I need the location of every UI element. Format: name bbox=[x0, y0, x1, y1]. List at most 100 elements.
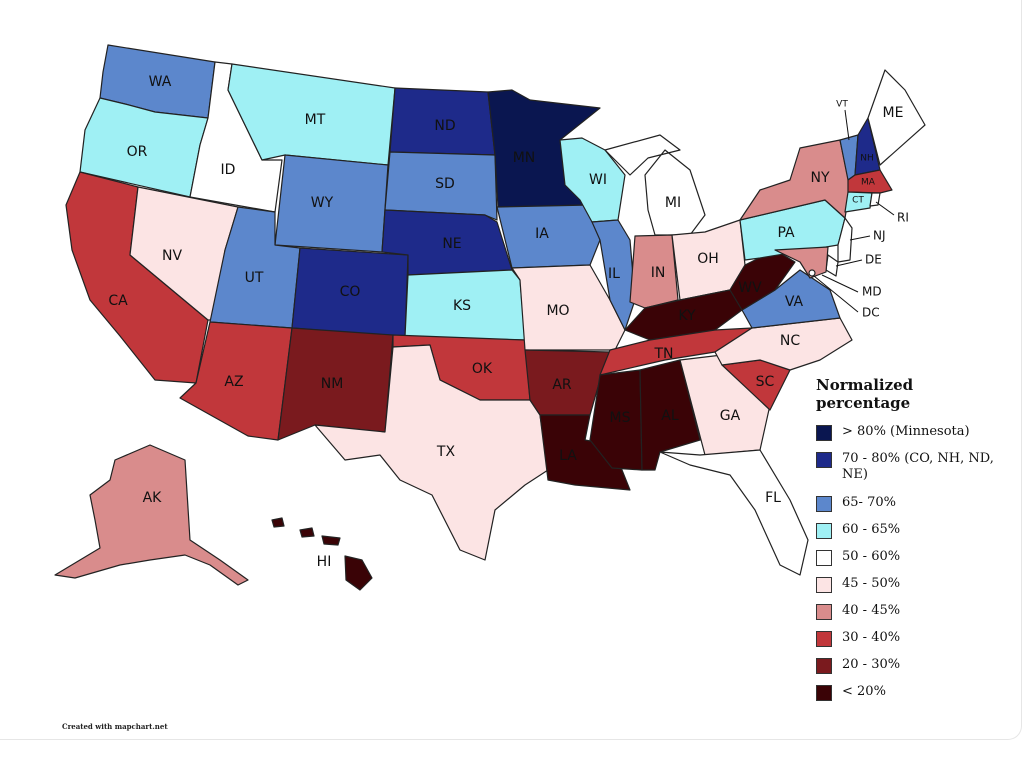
state-fl bbox=[659, 449, 809, 576]
legend-label: 45 - 50% bbox=[842, 576, 901, 591]
legend-swatch bbox=[816, 496, 832, 512]
state-label-ca: CA bbox=[108, 293, 128, 309]
state-label-sc: SC bbox=[756, 374, 775, 390]
state-wv bbox=[729, 249, 796, 311]
leader-dc bbox=[813, 275, 859, 313]
state-label-me: ME bbox=[883, 105, 904, 121]
legend-label: 70 - 80% (CO, NH, ND, NE) bbox=[842, 451, 994, 482]
legend-swatch bbox=[816, 685, 832, 701]
leader-nj bbox=[849, 235, 871, 241]
map-frame bbox=[0, 0, 1022, 740]
state-ak bbox=[54, 444, 249, 586]
state-label-in: IN bbox=[651, 265, 666, 281]
state-label-ms: MS bbox=[610, 410, 631, 426]
legend-label: 20 - 30% bbox=[842, 657, 901, 672]
legend-label: < 20% bbox=[842, 684, 886, 699]
state-label-nd: ND bbox=[434, 118, 455, 134]
legend-swatch bbox=[816, 523, 832, 539]
state-mi bbox=[604, 134, 706, 236]
state-label-co: CO bbox=[340, 284, 361, 300]
state-label-ut: UT bbox=[245, 270, 264, 286]
state-label-id: ID bbox=[221, 162, 236, 178]
state-label-or: OR bbox=[127, 144, 148, 160]
state-ga bbox=[679, 354, 771, 456]
state-label-nc: NC bbox=[780, 333, 800, 349]
legend-swatch bbox=[816, 452, 832, 468]
state-label-ia: IA bbox=[535, 226, 549, 242]
state-ct bbox=[844, 191, 873, 213]
state-label-nh: NH bbox=[860, 154, 874, 164]
state-label-wi: WI bbox=[589, 172, 607, 188]
credit-text: Created with mapchart.net bbox=[62, 722, 168, 731]
legend-label: 50 - 60% bbox=[842, 549, 901, 564]
state-label-ok: OK bbox=[472, 361, 493, 377]
state-label-al: AL bbox=[661, 408, 679, 424]
legend-swatch bbox=[816, 604, 832, 620]
state-label-hi: HI bbox=[317, 554, 332, 570]
state-label-wv: WV bbox=[738, 280, 762, 296]
leader-ri bbox=[875, 201, 895, 216]
state-label-fl: FL bbox=[765, 490, 781, 506]
state-label-nm: NM bbox=[321, 376, 344, 392]
state-label-sd: SD bbox=[435, 176, 455, 192]
state-sd bbox=[384, 151, 498, 221]
legend-item: 40 - 45% bbox=[816, 603, 1016, 630]
state-label-dc: DC bbox=[862, 306, 880, 320]
state-label-va: VA bbox=[785, 294, 804, 310]
legend-swatch bbox=[816, 658, 832, 674]
state-label-nj: NJ bbox=[873, 229, 886, 243]
legend-title: Normalized percentage bbox=[816, 376, 914, 412]
state-label-pa: PA bbox=[777, 225, 795, 241]
state-ms bbox=[589, 369, 643, 471]
state-md bbox=[774, 246, 829, 279]
state-label-ks: KS bbox=[453, 298, 471, 314]
state-label-mi: MI bbox=[665, 195, 681, 211]
state-label-il: IL bbox=[608, 266, 620, 282]
state-tx bbox=[314, 344, 549, 561]
state-label-ma: MA bbox=[861, 178, 876, 188]
legend-item: < 20% bbox=[816, 684, 1016, 711]
state-label-ri: RI bbox=[897, 211, 909, 225]
state-label-md: MD bbox=[862, 285, 882, 299]
state-nj bbox=[837, 217, 853, 263]
leader-md bbox=[821, 274, 859, 293]
state-label-az: AZ bbox=[224, 374, 243, 390]
state-label-mt: MT bbox=[305, 112, 326, 128]
legend-item: 60 - 65% bbox=[816, 522, 1016, 549]
state-mo bbox=[511, 264, 626, 351]
state-label-wa: WA bbox=[149, 74, 172, 90]
legend-label: 40 - 45% bbox=[842, 603, 901, 618]
state-label-tx: TX bbox=[436, 444, 456, 460]
legend-item: 65- 70% bbox=[816, 495, 1016, 522]
legend-label: 30 - 40% bbox=[842, 630, 901, 645]
state-label-ny: NY bbox=[810, 170, 829, 186]
state-me bbox=[867, 69, 926, 166]
state-dc bbox=[808, 269, 816, 277]
legend: Normalized percentage > 80% (Minnesota) 7… bbox=[816, 376, 1016, 711]
state-label-vt: VT bbox=[836, 100, 848, 110]
legend-items: > 80% (Minnesota) 70 - 80% (CO, NH, ND, N… bbox=[816, 424, 1016, 711]
state-label-ak: AK bbox=[143, 490, 163, 506]
legend-item: 45 - 50% bbox=[816, 576, 1016, 603]
legend-item: 20 - 30% bbox=[816, 657, 1016, 684]
state-label-ar: AR bbox=[552, 377, 572, 393]
state-hi bbox=[271, 517, 373, 591]
legend-item: > 80% (Minnesota) bbox=[816, 424, 1016, 451]
legend-item: 70 - 80% (CO, NH, ND, NE) bbox=[816, 451, 1016, 495]
legend-swatch bbox=[816, 631, 832, 647]
legend-swatch bbox=[816, 550, 832, 566]
state-label-nv: NV bbox=[162, 248, 182, 264]
state-ia bbox=[496, 204, 601, 269]
legend-label: 65- 70% bbox=[842, 495, 896, 510]
legend-item: 30 - 40% bbox=[816, 630, 1016, 657]
state-label-mo: MO bbox=[546, 303, 569, 319]
leader-vt bbox=[844, 109, 850, 141]
state-label-ne: NE bbox=[442, 236, 461, 252]
legend-label: 60 - 65% bbox=[842, 522, 901, 537]
state-label-oh: OH bbox=[697, 251, 719, 267]
legend-swatch bbox=[816, 577, 832, 593]
state-label-tn: TN bbox=[653, 346, 673, 362]
legend-swatch bbox=[816, 425, 832, 441]
state-label-la: LA bbox=[559, 448, 577, 464]
